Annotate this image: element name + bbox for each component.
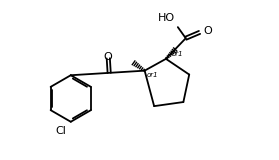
Text: Cl: Cl xyxy=(55,126,66,136)
Text: O: O xyxy=(104,52,112,62)
Text: O: O xyxy=(203,26,212,36)
Text: or1: or1 xyxy=(172,51,183,57)
Text: or1: or1 xyxy=(146,72,158,78)
Text: HO: HO xyxy=(158,13,175,23)
